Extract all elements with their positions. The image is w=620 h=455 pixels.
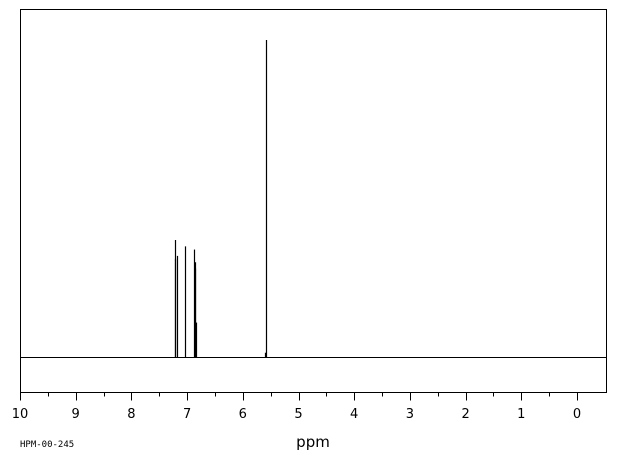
tick-label-6: 6 <box>239 407 247 422</box>
tick-label-10: 10 <box>12 407 29 422</box>
tick-label-0: 0 <box>573 407 581 422</box>
tick-label-3: 3 <box>406 407 414 422</box>
x-axis-ticks <box>20 392 578 401</box>
x-axis-tick-labels: 10 9 8 7 6 5 4 3 2 1 0 <box>12 407 581 422</box>
tick-label-7: 7 <box>183 407 191 422</box>
tick-label-2: 2 <box>461 407 469 422</box>
peaks-group <box>174 40 268 358</box>
tick-label-5: 5 <box>294 407 302 422</box>
tick-label-9: 9 <box>72 407 80 422</box>
spectrum-id-label: HPM-00-245 <box>20 440 74 450</box>
tick-label-1: 1 <box>517 407 525 422</box>
tick-label-4: 4 <box>350 407 358 422</box>
plot-frame <box>20 9 607 393</box>
tick-label-8: 8 <box>127 407 135 422</box>
x-axis-label: ppm <box>296 433 330 451</box>
